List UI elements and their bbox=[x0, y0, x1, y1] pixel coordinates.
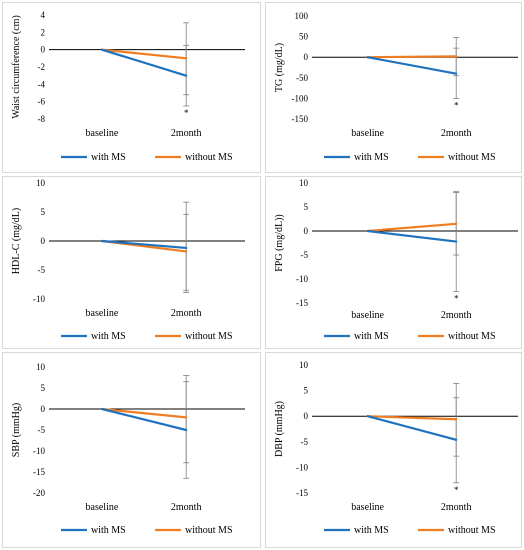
series-line-with-ms bbox=[100, 48, 188, 77]
y-tick-label: -5 bbox=[301, 250, 309, 260]
legend-label-without-ms: without MS bbox=[185, 152, 233, 163]
x-category-label: baseline bbox=[351, 502, 384, 513]
y-tick-label: 0 bbox=[304, 52, 309, 62]
chart-svg-sbp: 10 5 0 -5 -10 -15 -20 SBP (mmHg) baseline 2month w… bbox=[11, 362, 245, 536]
y-tick-label: 5 bbox=[41, 383, 46, 393]
legend-label-with-ms: with MS bbox=[91, 331, 126, 342]
y-tick-label: 0 bbox=[304, 411, 309, 421]
x-category-label: baseline bbox=[86, 308, 119, 319]
significance-marker: * bbox=[184, 108, 189, 118]
series-line-with-ms bbox=[100, 239, 188, 250]
chart-svg-tg: 100 50 0 -50 -100 -150 TG (mg/dL) * baseline 2mon… bbox=[274, 11, 518, 163]
y-tick-label: 5 bbox=[304, 386, 309, 396]
series-line-with-ms bbox=[366, 56, 458, 75]
y-tick-label: 4 bbox=[41, 10, 46, 20]
y-tick-label: 10 bbox=[299, 178, 309, 188]
y-axis-label: FPG (mg/dL)) bbox=[274, 214, 285, 272]
y-axis-label: HDL-C (mg/dL) bbox=[11, 208, 22, 274]
y-tick-label: 5 bbox=[304, 202, 309, 212]
significance-marker: * bbox=[454, 293, 459, 303]
chart-svg-fpg: 10 5 0 -5 -10 -15 FPG (mg/dL)) * baseline 2month w… bbox=[274, 178, 518, 342]
y-tick-label: 10 bbox=[36, 178, 46, 188]
y-tick-label: -15 bbox=[296, 298, 308, 308]
legend-label-with-ms: with MS bbox=[354, 331, 389, 342]
y-tick-label: -15 bbox=[33, 467, 45, 477]
y-axis-label: SBP (mmHg) bbox=[11, 403, 22, 457]
y-axis-label: TG (mg/dL) bbox=[274, 43, 285, 92]
y-axis-label: DBP (mmHg) bbox=[274, 401, 285, 457]
x-category-label: baseline bbox=[351, 128, 384, 139]
y-tick-label: 50 bbox=[299, 32, 309, 42]
chart-panel-tg: 100 50 0 -50 -100 -150 TG (mg/dL) * baseline 2mon… bbox=[265, 2, 522, 173]
chart-panel-waist: 4 2 0 -2 -4 -6 -8 Waist circumference (cm) * base… bbox=[2, 2, 261, 173]
y-tick-label: -50 bbox=[296, 73, 308, 83]
y-tick-label: -10 bbox=[33, 294, 45, 304]
chart-panel-sbp: 10 5 0 -5 -10 -15 -20 SBP (mmHg) baseline 2month w… bbox=[2, 352, 261, 548]
series-line-without-ms bbox=[366, 55, 458, 59]
y-tick-label: -8 bbox=[38, 114, 46, 124]
y-tick-label: 10 bbox=[299, 360, 309, 370]
legend-label-without-ms: without MS bbox=[185, 331, 233, 342]
y-tick-label: 100 bbox=[295, 11, 309, 21]
x-category-label: 2month bbox=[171, 308, 202, 319]
y-tick-label: -5 bbox=[38, 425, 46, 435]
y-tick-label: -150 bbox=[292, 114, 309, 124]
x-category-label: baseline bbox=[351, 310, 384, 321]
y-tick-label: -2 bbox=[38, 62, 46, 72]
x-category-label: 2month bbox=[441, 502, 472, 513]
series-line-without-ms bbox=[100, 407, 188, 419]
chart-svg-waist: 4 2 0 -2 -4 -6 -8 Waist circumference (cm) * base… bbox=[11, 10, 245, 163]
series-line-without-ms bbox=[366, 415, 458, 421]
x-category-label: baseline bbox=[86, 502, 119, 513]
y-tick-label: 5 bbox=[41, 207, 46, 217]
y-tick-label: 10 bbox=[36, 362, 46, 372]
chart-panel-fpg: 10 5 0 -5 -10 -15 FPG (mg/dL)) * baseline 2month w… bbox=[265, 176, 522, 349]
legend-label-with-ms: with MS bbox=[354, 152, 389, 163]
legend-label-with-ms: with MS bbox=[91, 525, 126, 536]
legend-label-without-ms: without MS bbox=[448, 152, 496, 163]
y-tick-label: 2 bbox=[41, 27, 46, 37]
x-category-label: 2month bbox=[171, 502, 202, 513]
legend-label-without-ms: without MS bbox=[185, 525, 233, 536]
y-tick-label: 0 bbox=[41, 45, 46, 55]
y-tick-label: -10 bbox=[296, 274, 308, 284]
y-tick-label: -10 bbox=[33, 446, 45, 456]
y-tick-label: -4 bbox=[38, 79, 46, 89]
legend-label-without-ms: without MS bbox=[448, 331, 496, 342]
chart-panel-dbp: 10 5 0 -5 -10 -15 DBP (mmHg) * baseline 2month wit… bbox=[265, 352, 522, 548]
y-tick-label: -10 bbox=[296, 462, 308, 472]
series-line-without-ms bbox=[100, 48, 188, 60]
legend-label-with-ms: with MS bbox=[354, 525, 389, 536]
y-tick-label: -5 bbox=[301, 437, 309, 447]
chart-svg-dbp: 10 5 0 -5 -10 -15 DBP (mmHg) * baseline 2month wit… bbox=[274, 360, 518, 536]
series-line-with-ms bbox=[100, 407, 188, 432]
x-category-label: baseline bbox=[86, 128, 119, 139]
y-tick-label: 0 bbox=[41, 236, 46, 246]
x-category-label: 2month bbox=[171, 128, 202, 139]
y-tick-label: -15 bbox=[296, 488, 308, 498]
x-category-label: 2month bbox=[441, 128, 472, 139]
y-tick-label: -6 bbox=[38, 97, 46, 107]
series-line-without-ms bbox=[366, 222, 458, 233]
y-tick-label: 0 bbox=[304, 226, 309, 236]
significance-marker: * bbox=[454, 485, 459, 495]
y-tick-label: 0 bbox=[41, 404, 46, 414]
significance-marker: * bbox=[454, 100, 459, 110]
y-axis-label: Waist circumference (cm) bbox=[11, 15, 22, 119]
x-category-label: 2month bbox=[441, 310, 472, 321]
chart-svg-hdl: 10 5 0 -5 -10 HDL-C (mg/dL) baseline 2month with… bbox=[11, 178, 245, 342]
y-tick-label: -5 bbox=[38, 265, 46, 275]
y-tick-label: -100 bbox=[292, 93, 309, 103]
series-line-with-ms bbox=[366, 415, 458, 441]
legend-label-with-ms: with MS bbox=[91, 152, 126, 163]
y-tick-label: -20 bbox=[33, 488, 45, 498]
chart-panel-hdl: 10 5 0 -5 -10 HDL-C (mg/dL) baseline 2month with… bbox=[2, 176, 261, 349]
series-line-with-ms bbox=[366, 229, 458, 243]
legend-label-without-ms: without MS bbox=[448, 525, 496, 536]
